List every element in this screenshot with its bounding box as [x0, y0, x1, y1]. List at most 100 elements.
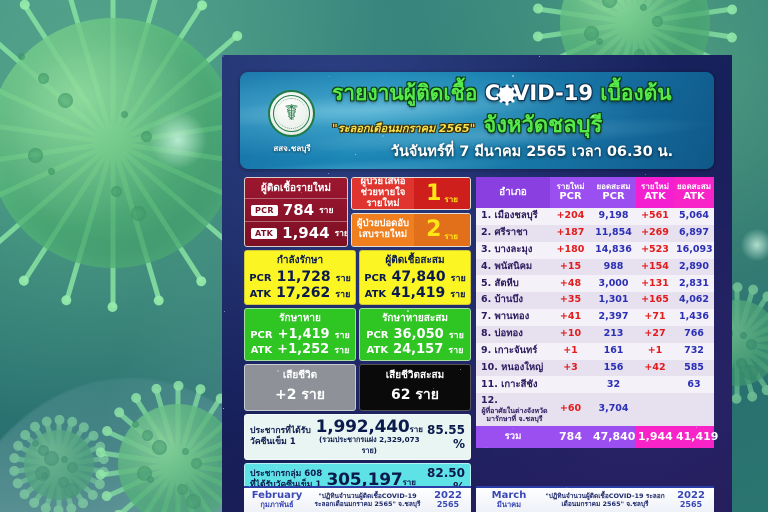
virus-surface-dot: [191, 458, 203, 469]
cumulative-pcr-unit: ราย: [450, 273, 466, 284]
cum-atk-cell: 1,436: [674, 309, 714, 326]
table-row: 4. พนัสนิคม +15 988 +154 2,890: [476, 258, 714, 276]
cum-atk-cell: 16,093: [674, 241, 714, 259]
district-name-cell: 9. เกาะจันทร์: [476, 342, 550, 360]
virus-surface-dot: [181, 448, 189, 456]
virus-surface-dot: [584, 26, 599, 41]
new-cases-row: ผู้ติดเชื้อรายใหม่ PCR 784 ราย ATK 1,944…: [244, 177, 471, 247]
virus-surface-dot: [18, 53, 25, 60]
star-decor: [355, 154, 356, 155]
footer-month-en: March: [491, 489, 527, 501]
report-subtitle: "ระลอกเดือนมกราคม 2565": [332, 121, 476, 135]
star-decor: [434, 291, 435, 292]
footer-calendar-march[interactable]: March มีนาคม "ปฏิทินจำนวนผู้ติดเชื้อCOVI…: [476, 486, 714, 512]
vaccine-value: 305,197: [326, 469, 403, 490]
virus-surface-dot: [743, 364, 759, 380]
footer-month: February กุมภาพันธ์: [250, 490, 304, 510]
district-name-cell: 12. ผู้ที่อาศัยในต่างจังหวัด มารักษาที่ จ…: [476, 393, 550, 427]
cum-pcr-cell: 3,000: [591, 275, 636, 293]
star-decor: [461, 272, 462, 273]
footer-month-th: มีนาคม: [496, 500, 522, 510]
atk-tag: ATK: [364, 288, 387, 300]
star-decor: [487, 350, 489, 352]
recovered-row: รักษาหาย PCR +1,419 ราย ATK +1,252 ราย ร…: [244, 307, 471, 361]
recovered-atk-unit: ราย: [334, 345, 350, 356]
new-atk-cell: [636, 376, 674, 394]
treating-box: กำลังรักษา PCR 11,728 ราย ATK 17,262 ราย: [244, 249, 356, 305]
table-row: 6. บ้านบึง +35 1,301 +165 4,062: [476, 292, 714, 310]
new-pcr-cell: +180: [550, 241, 591, 259]
star-decor: [224, 311, 225, 312]
recovered-cum-atk-unit: ราย: [448, 345, 464, 356]
cum-atk-cell: 2,890: [674, 258, 714, 276]
district-table: อำเภอ รายใหม่ PCR ยอดสะสม PCR รายใหม่ AT…: [476, 177, 718, 449]
total-new-atk: 1,944: [636, 426, 674, 449]
cum-atk-cell: [674, 393, 714, 427]
footer-calendar-february[interactable]: February กุมภาพันธ์ "ปฏิทินจำนวนผู้ติดเช…: [244, 486, 471, 512]
table-header-row: อำเภอ รายใหม่ PCR ยอดสะสม PCR รายใหม่ AT…: [476, 177, 714, 209]
virus-surface-dot: [596, 38, 603, 45]
star-decor: [645, 174, 646, 175]
total-new-pcr: 784: [550, 426, 591, 449]
pcr-tag: PCR: [249, 272, 272, 284]
virus-surface-dot: [110, 185, 122, 197]
virus-surface-dot: [66, 461, 78, 473]
star-decor: [328, 173, 329, 174]
virus-illustration-bottom: [99, 384, 257, 512]
star-decor: [670, 349, 671, 350]
table-row: 8. บ่อทอง +10 213 +27 766: [476, 325, 714, 343]
pcr-tag: PCR: [366, 329, 389, 341]
new-atk-cell: +42: [636, 359, 674, 377]
ventilator-label: ผู้ป่วยใส่ท่อช่วยหายใจรายใหม่: [352, 178, 414, 210]
table-row: 10. หนองใหญ่ +3 156 +42 585: [476, 359, 714, 377]
pneumonia-label: ผู้ป่วยปอดอับเสบรายใหม่: [352, 214, 414, 246]
star-decor: [302, 95, 304, 97]
star-decor: [617, 290, 619, 292]
star-decor: [354, 251, 355, 252]
cumulative-atk-unit: ราย: [450, 289, 466, 300]
deaths-value: +2 ราย: [275, 386, 325, 403]
virus-dot-icon: [498, 86, 515, 103]
column-header-new-pcr-bottom: PCR: [559, 191, 582, 203]
virus-body: [24, 430, 94, 500]
star-decor: [382, 135, 384, 137]
table-row: 12. ผู้ที่อาศัยในต่างจังหวัด มารักษาที่ จ…: [476, 393, 714, 427]
treating-atk-unit: ราย: [335, 289, 351, 300]
footer-month-th: กุมภาพันธ์: [260, 500, 294, 510]
statistics-column: ผู้ติดเชื้อรายใหม่ PCR 784 ราย ATK 1,944…: [244, 177, 471, 512]
cum-pcr-cell: 156: [591, 359, 636, 377]
virus-surface-dot: [651, 15, 663, 27]
footer-caption: "ปฏิทินจำนวนผู้ติดเชื้อCOVID-19 ระลอกเดื…: [545, 491, 665, 508]
star-decor: [301, 192, 302, 193]
recovered-pcr-line: PCR +1,419 ราย: [249, 327, 351, 342]
cumulative-cases-title: ผู้ติดเชื้อสะสม: [385, 254, 445, 266]
cum-atk-cell: 6,897: [674, 225, 714, 242]
virus-surface-dot: [48, 168, 55, 175]
recovered-cum-atk-value: 24,157: [393, 341, 444, 357]
cum-atk-cell: 5,064: [674, 208, 714, 226]
virus-surface-dot: [38, 73, 49, 84]
district-name-cell: 7. พานทอง: [476, 309, 550, 326]
severe-cases-stack: ผู้ป่วยใส่ท่อช่วยหายใจรายใหม่ 1 ราย ผู้ป…: [351, 177, 471, 247]
logo-caption: สสจ.ชลบุรี: [273, 144, 311, 153]
footer-year: 2022 2565: [431, 490, 465, 510]
cumulative-atk-line: ATK 41,419 ราย: [364, 285, 466, 301]
treating-atk-line: ATK 17,262 ราย: [249, 285, 351, 301]
star-decor: [459, 466, 460, 467]
footer-year-be: 2565: [436, 500, 460, 510]
virus-spikes: [12, 418, 106, 512]
column-header-new-atk-bottom: ATK: [644, 191, 666, 203]
star-decor: [538, 153, 539, 154]
ventilator-value-wrap: 1 ราย: [414, 178, 470, 210]
district-name-cell: 11. เกาะสีชัง: [476, 376, 550, 394]
atk-tag: ATK: [250, 344, 273, 356]
deaths-box: เสียชีวิต +2 ราย: [244, 363, 356, 411]
star-decor: [275, 114, 276, 115]
cum-pcr-cell: 11,854: [591, 225, 636, 242]
title-covid-word: C VID-19: [484, 81, 593, 105]
new-pcr-cell: +204: [550, 208, 591, 226]
virus-surface-dot: [130, 205, 146, 221]
star-decor: [277, 370, 279, 372]
cumulative-pcr-line: PCR 47,840 ราย: [364, 269, 466, 285]
vaccine-value-wrap: 1,992,440ราย (รวมประชากรแฝง 2,329,073 รา…: [316, 417, 423, 457]
